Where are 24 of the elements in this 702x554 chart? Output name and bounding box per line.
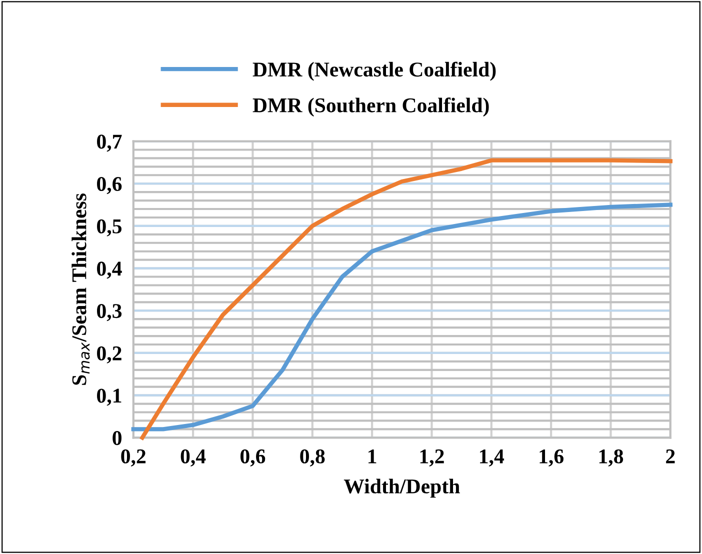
x-tick-label: 1,8: [599, 449, 624, 466]
line-series: [131, 202, 672, 432]
y-tick-label: 0,7: [97, 134, 122, 152]
x-axis-title: Width/Depth: [344, 478, 460, 498]
y-tick-label: 0,4: [97, 262, 122, 279]
x-tick-label: 0,6: [240, 449, 266, 466]
y-tick-label: 0: [112, 431, 122, 446]
line-series: [140, 158, 672, 440]
legend-label: DMR (Southern Coalfield): [252, 97, 489, 117]
y-tick-label: 0,3: [97, 304, 122, 322]
x-tick-label: 1,2: [420, 449, 444, 466]
y-tick-label: 0,1: [97, 388, 122, 406]
x-tick-label: 1: [368, 449, 376, 464]
x-tick-label: 1,6: [540, 449, 564, 466]
x-tick-label: 0,8: [300, 449, 325, 466]
y-tick-label: 0,5: [97, 219, 122, 236]
y-tick-label: 0,6: [97, 176, 122, 194]
legend-label: DMR (Newcastle Coalfield): [252, 62, 496, 81]
x-tick-label: 2: [666, 449, 675, 464]
y-tick-label: 0,2: [97, 346, 122, 364]
x-tick-label: 1,4: [480, 449, 504, 466]
y-axis-title: S$_{max}$/Seam Thickness: [72, 194, 90, 385]
x-tick-label: 0,2: [121, 449, 146, 466]
x-tick-label: 0,4: [180, 449, 206, 466]
